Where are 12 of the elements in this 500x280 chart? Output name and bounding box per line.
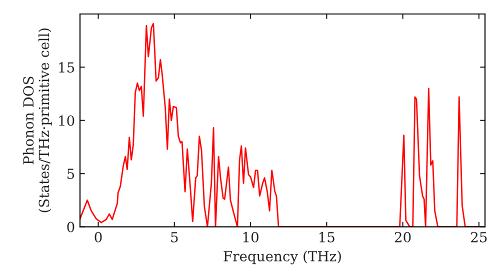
y-tick-label: 5	[67, 168, 74, 180]
y-axis-title: Phonon DOS (States/THz·primitive cell)	[22, 28, 52, 212]
y-tick-label: 10	[59, 115, 74, 126]
x-tick-label: 20	[394, 232, 411, 242]
x-tick-label: 0	[94, 232, 102, 242]
x-tick-label: 10	[243, 232, 258, 242]
x-tick-label: 15	[320, 232, 334, 242]
x-tick-label: 25	[471, 232, 487, 242]
x-tick-label: 5	[171, 232, 178, 242]
y-tick-label: 15	[59, 62, 74, 73]
y-tick-label: 0	[67, 222, 74, 232]
x-axis-title: Frequency (THz)	[224, 250, 341, 264]
